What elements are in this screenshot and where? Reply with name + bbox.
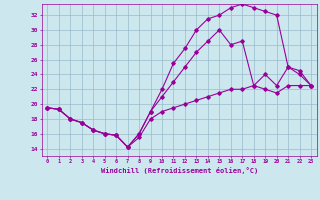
- X-axis label: Windchill (Refroidissement éolien,°C): Windchill (Refroidissement éolien,°C): [100, 167, 258, 174]
